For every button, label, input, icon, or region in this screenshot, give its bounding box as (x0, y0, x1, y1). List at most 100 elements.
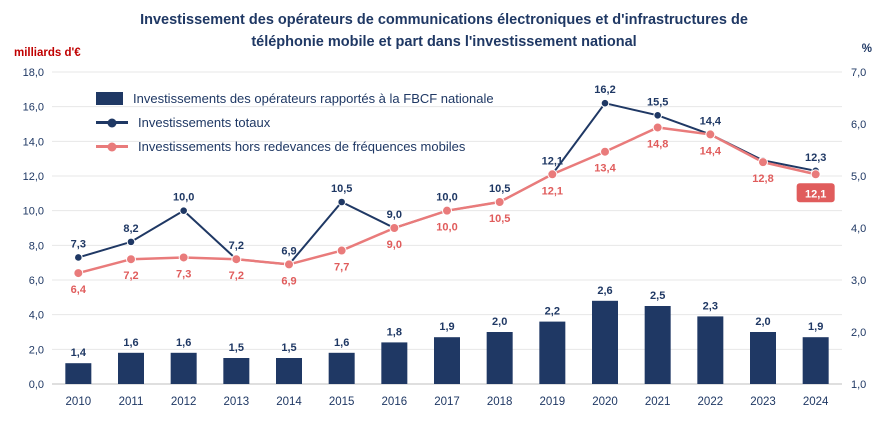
hors-redevances-marker (600, 146, 610, 157)
hors-redevances-value-label: 7,3 (176, 268, 191, 280)
hors-redevances-marker (810, 169, 821, 180)
bar-value-label: 1,4 (71, 347, 87, 359)
total-value-label: 14,4 (700, 115, 722, 127)
fbcf-share-bar (434, 337, 460, 384)
total-value-label: 8,2 (123, 223, 138, 235)
fbcf-share-bar (381, 342, 408, 384)
legend-item-fbcf-share: Investissements des opérateurs rapportés… (96, 91, 494, 106)
hors-redevances-marker (705, 129, 716, 140)
legend-label: Investissements des opérateurs rapportés… (133, 91, 494, 106)
hors-redevances-value-label: 14,8 (647, 138, 668, 150)
right-axis-tick: 2,0 (851, 327, 866, 339)
x-axis-year-label: 2012 (171, 396, 197, 408)
fbcf-share-bar (170, 352, 197, 384)
hors-redevances-marker (389, 223, 400, 233)
bar-value-label: 2,5 (650, 290, 665, 302)
total-value-label: 7,2 (229, 240, 244, 252)
bar-value-label: 2,3 (703, 300, 718, 312)
total-value-label: 12,1 (542, 155, 563, 167)
x-axis-year-label: 2015 (329, 396, 355, 408)
legend-item-investissements-totaux: Investissements totaux (96, 115, 494, 130)
latest-value-highlight-box (796, 183, 835, 203)
total-value-label: 10,5 (489, 183, 510, 195)
right-axis-tick: 4,0 (851, 223, 866, 235)
bar-value-label: 1,6 (334, 337, 349, 349)
hors-redevances-value-label: 12,8 (752, 173, 773, 185)
x-axis-year-label: 2019 (540, 396, 566, 408)
bar-value-label: 1,6 (176, 337, 191, 349)
hors-redevances-marker (73, 268, 84, 279)
left-axis-tick: 16,0 (23, 102, 44, 114)
hors-redevances-marker (336, 245, 347, 256)
fbcf-share-bar (328, 352, 355, 384)
total-value-label: 7,3 (71, 238, 86, 250)
x-axis-year-label: 2024 (803, 396, 829, 408)
fbcf-share-bar (697, 316, 724, 384)
x-axis-year-label: 2022 (698, 396, 724, 408)
right-axis-tick: 7,0 (851, 67, 866, 79)
total-value-label: 9,0 (387, 209, 402, 221)
fbcf-share-bar (118, 352, 144, 384)
total-value-label: 10,0 (436, 192, 457, 204)
right-axis-tick: 5,0 (851, 171, 866, 183)
bar-value-label: 2,6 (597, 285, 612, 297)
investissements-totaux-marker (126, 237, 136, 247)
legend-label: Investissements totaux (138, 115, 271, 130)
hors-redevances-marker (547, 169, 558, 180)
hors-redevances-value-label: 14,4 (700, 145, 722, 157)
investissements-totaux-marker (653, 111, 662, 120)
total-value-label: 12,3 (805, 152, 826, 164)
bar-value-label: 1,5 (281, 342, 296, 354)
marker-dot-icon (107, 118, 117, 127)
hors-redevances-value-label: 9,0 (387, 239, 402, 251)
investissements-totaux-marker (179, 206, 188, 215)
hors-redevances-value-label: 13,4 (594, 163, 616, 175)
hors-redevances-marker (442, 205, 452, 216)
hors-redevances-marker (126, 254, 136, 265)
hors-redevances-marker (284, 259, 294, 270)
left-axis-tick: 18,0 (23, 67, 44, 79)
bar-value-label: 1,9 (808, 321, 823, 333)
total-value-label: 15,5 (647, 96, 668, 108)
marker-dot-icon (107, 142, 117, 151)
bar-value-label: 1,5 (229, 342, 244, 354)
hors-redevances-value-label: 7,2 (229, 270, 244, 282)
bar-value-label: 1,9 (439, 321, 454, 333)
left-axis-tick: 6,0 (29, 275, 44, 287)
x-axis-year-label: 2017 (434, 396, 460, 408)
hors-redevances-value-label: 10,0 (436, 222, 457, 234)
fbcf-share-bar (486, 332, 513, 384)
left-axis-tick: 2,0 (29, 344, 44, 356)
fbcf-share-bar (750, 332, 776, 384)
bar-value-label: 1,8 (387, 326, 402, 338)
left-axis-tick: 8,0 (29, 240, 44, 252)
x-axis-year-label: 2014 (276, 396, 302, 408)
left-axis-tick: 4,0 (29, 310, 44, 322)
left-axis-tick: 14,0 (23, 136, 44, 148)
hors-redevances-marker (494, 197, 505, 207)
fbcf-share-bar (65, 363, 92, 384)
x-axis-year-label: 2013 (224, 396, 250, 408)
hors-redevances-marker (652, 122, 663, 133)
x-axis-year-label: 2010 (66, 396, 92, 408)
left-axis-tick: 12,0 (23, 171, 44, 183)
investissements-totaux-marker (600, 98, 610, 108)
hors-redevances-value-label: 6,4 (71, 284, 87, 296)
hors-redevances-value-label: 12,1 (542, 185, 563, 197)
legend-item-hors-redevances: Investissements hors redevances de fréqu… (96, 139, 494, 154)
fbcf-share-bar (592, 300, 618, 384)
hors-redevances-value-label: 6,9 (281, 275, 296, 287)
investissements-totaux-marker (74, 253, 83, 262)
total-value-label: 6,9 (281, 245, 296, 257)
x-axis-year-label: 2018 (487, 396, 513, 408)
bar-swatch-icon (96, 92, 123, 105)
hors-redevances-value-label: 12,1 (805, 188, 826, 200)
bar-value-label: 2,0 (492, 316, 507, 328)
chart-title-line1: Investissement des opérateurs de communi… (140, 12, 748, 28)
x-axis-year-label: 2011 (119, 396, 144, 408)
investissements-totaux-marker (337, 197, 346, 207)
x-axis-year-label: 2020 (592, 396, 618, 408)
right-axis-tick: 6,0 (851, 119, 866, 131)
hors-redevances-value-label: 7,2 (123, 270, 138, 282)
fbcf-share-bar (802, 337, 829, 384)
